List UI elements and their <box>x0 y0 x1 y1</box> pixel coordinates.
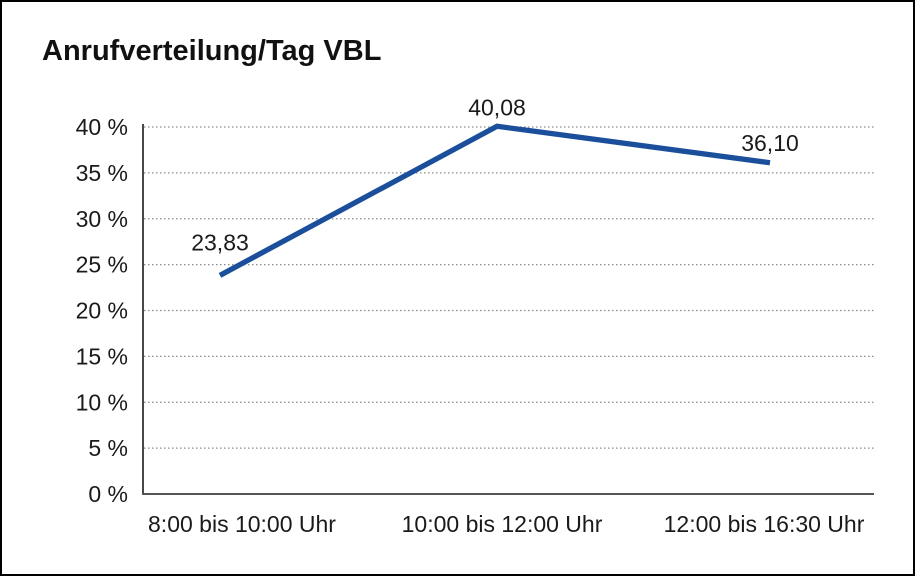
y-tick-label: 30 % <box>76 206 128 232</box>
y-tick-label: 10 % <box>76 389 128 415</box>
y-tick-label: 25 % <box>76 252 128 278</box>
data-point-label: 40,08 <box>468 94 526 120</box>
chart-title: Anrufverteilung/Tag VBL <box>42 35 382 67</box>
y-tick-label: 0 % <box>88 481 128 507</box>
data-point-label: 23,83 <box>191 229 249 255</box>
y-tick-label: 40 % <box>76 114 128 140</box>
y-tick-label: 15 % <box>76 343 128 369</box>
data-point-labels: 23,83 40,08 36,10 <box>191 94 799 255</box>
data-point-label: 36,10 <box>741 130 799 156</box>
gridlines <box>144 126 874 449</box>
y-tick-label: 5 % <box>88 435 128 461</box>
x-category-label: 10:00 bis 12:00 Uhr <box>402 511 603 537</box>
x-category-label: 8:00 bis 10:00 Uhr <box>148 511 336 537</box>
data-line <box>218 123 771 278</box>
x-category-label: 12:00 bis 16:30 Uhr <box>664 511 865 537</box>
x-category-labels: 8:00 bis 10:00 Uhr 10:00 bis 12:00 Uhr 12:… <box>148 511 865 537</box>
y-tick-labels: 0 % 5 % 10 % 15 % 20 % 25 % 30 % 35 % 40 % <box>76 114 128 507</box>
y-tick-label: 20 % <box>76 298 128 324</box>
y-tick-label: 35 % <box>76 160 128 186</box>
